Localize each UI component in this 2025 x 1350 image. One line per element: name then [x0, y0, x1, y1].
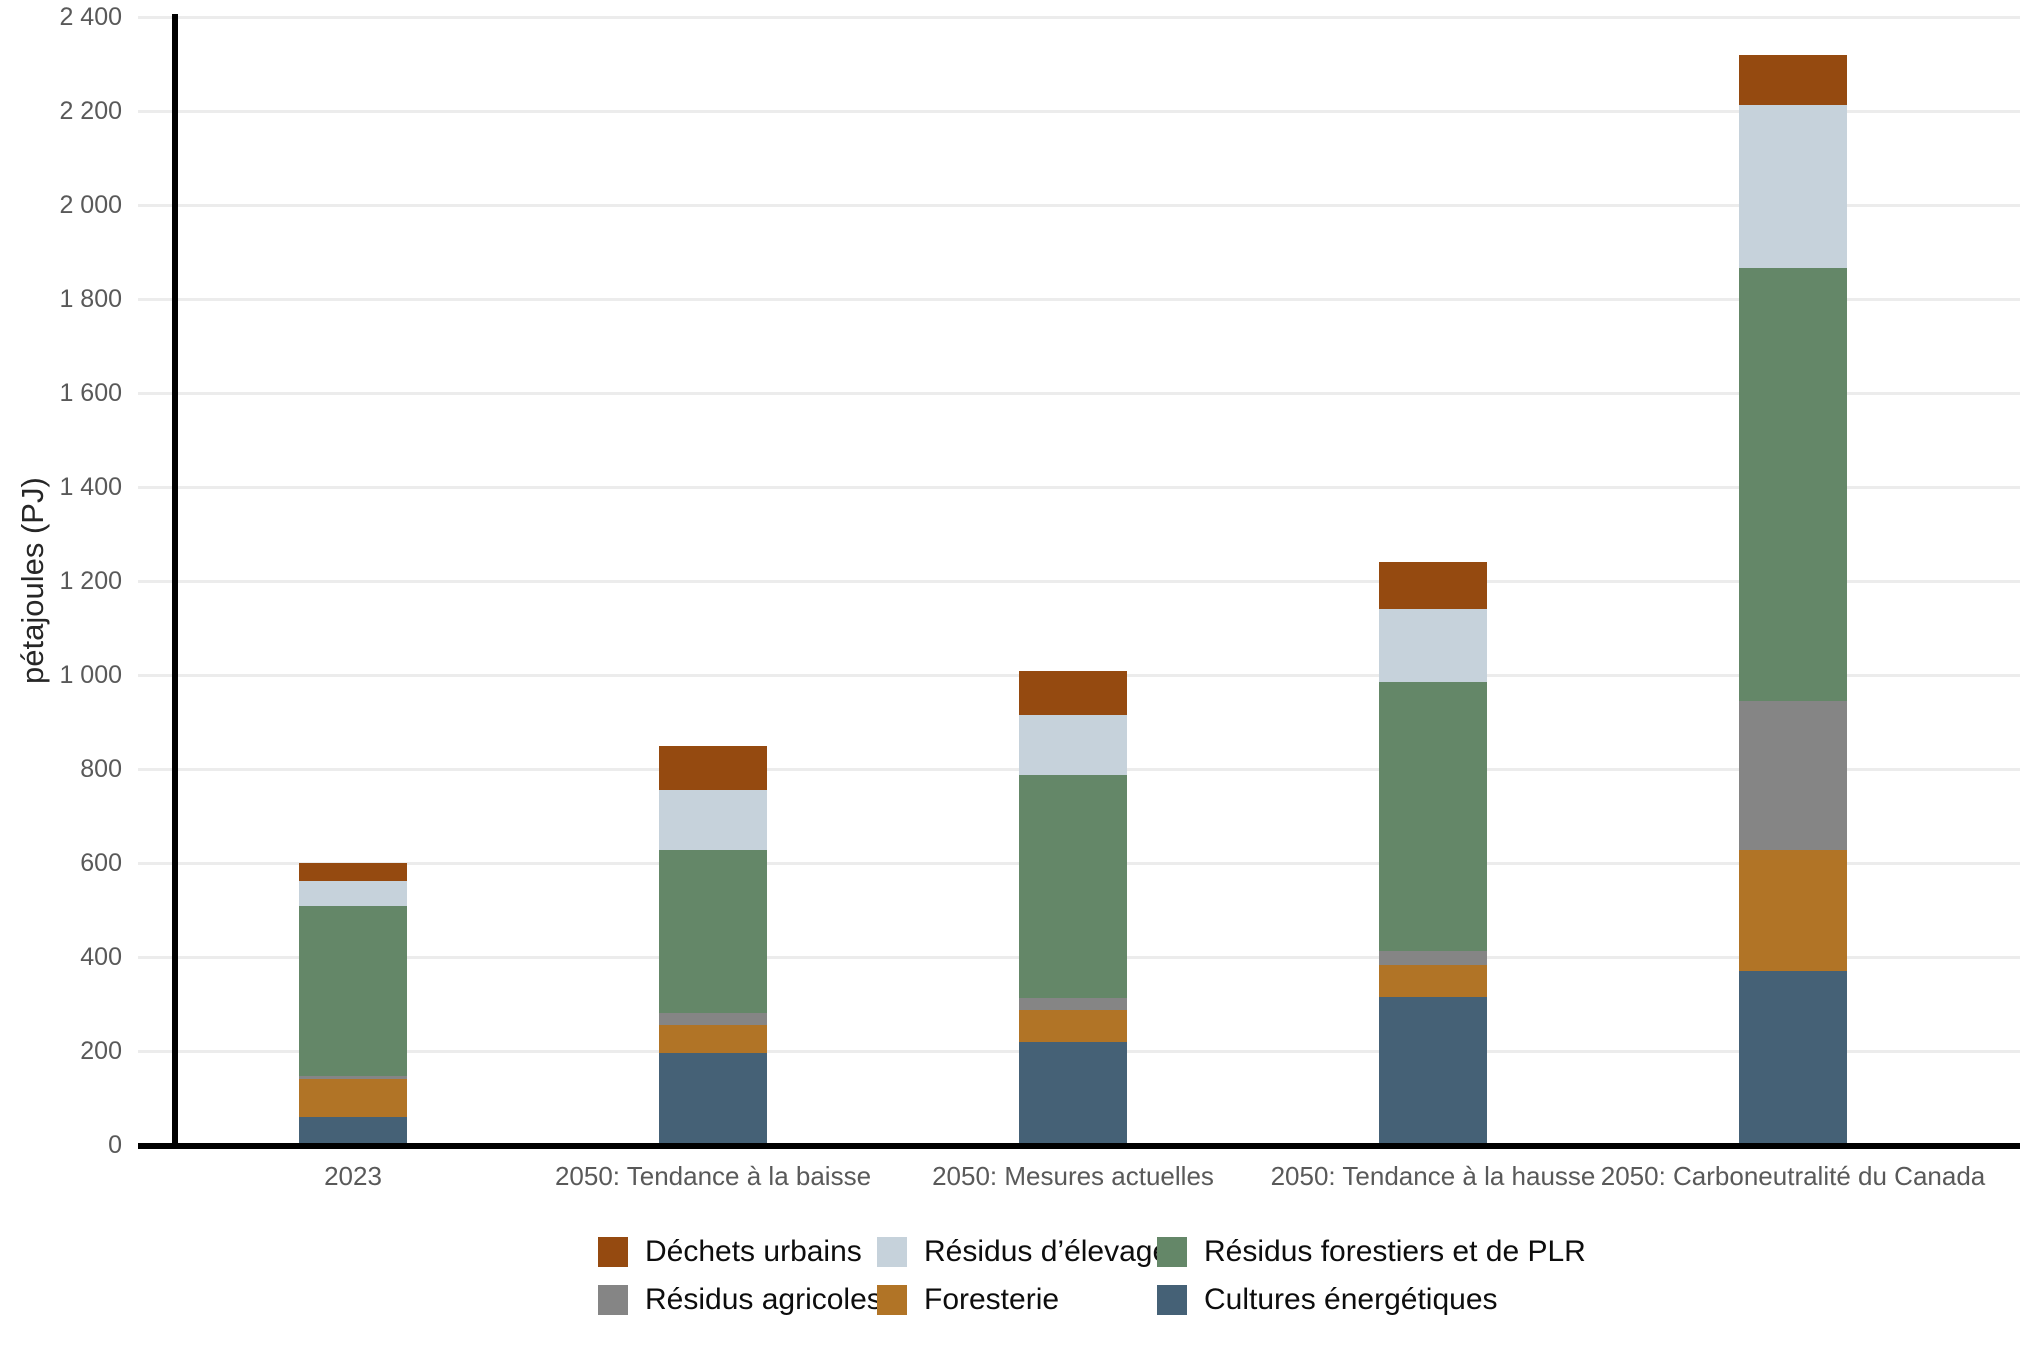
y-tick-label: 2 400: [59, 3, 122, 31]
bar-segment[interactable]: [299, 1075, 407, 1079]
bar-segment[interactable]: [1739, 970, 1847, 1145]
bar-2050: Carboneutralité du Canada: [1739, 17, 1847, 1145]
bar-segment[interactable]: [299, 905, 407, 1076]
y-tick-label: 600: [80, 849, 122, 877]
bar-segment[interactable]: [659, 849, 767, 1014]
bar-segment[interactable]: [1739, 105, 1847, 269]
legend-swatch: [1157, 1285, 1187, 1315]
y-gridline: [138, 580, 2020, 583]
x-tick-label: 2050: Tendance à la baisse: [554, 1161, 872, 1191]
y-tick-label: 0: [108, 1131, 122, 1159]
bar-segment[interactable]: [299, 863, 407, 881]
bar-segment[interactable]: [1019, 998, 1127, 1011]
x-tick-label: 2050: Tendance à la hausse: [1270, 1161, 1596, 1191]
bar-segment[interactable]: [1019, 1010, 1127, 1042]
legend-item[interactable]: Déchets urbains: [598, 1235, 862, 1269]
bar-segment[interactable]: [1739, 54, 1847, 106]
legend-label: Résidus agricoles: [645, 1283, 882, 1316]
bar-segment[interactable]: [1379, 965, 1487, 997]
bar-segment[interactable]: [659, 1025, 767, 1054]
bar-segment[interactable]: [1379, 681, 1487, 952]
bar-segment[interactable]: [1379, 951, 1487, 965]
legend-swatch: [1157, 1237, 1187, 1267]
y-gridline: [138, 392, 2020, 395]
y-gridline: [138, 110, 2020, 113]
bar-segment[interactable]: [299, 880, 407, 906]
legend-item[interactable]: Résidus d’élevage: [877, 1235, 1169, 1269]
bar-2050: Tendance à la baisse: [659, 17, 767, 1145]
bar-segment[interactable]: [1379, 996, 1487, 1145]
y-gridline: [138, 298, 2020, 301]
y-tick-label: 1 400: [59, 473, 122, 501]
x-tick-label: 2023: [324, 1161, 382, 1191]
bar-2050: Tendance à la hausse: [1379, 17, 1487, 1145]
bar-2023: [299, 17, 407, 1145]
legend-label: Résidus d’élevage: [924, 1235, 1170, 1268]
y-tick-label: 2 200: [59, 97, 122, 125]
x-axis-line: [138, 1143, 2020, 1149]
legend-swatch: [877, 1285, 907, 1315]
y-tick-label: 400: [80, 943, 122, 971]
y-tick-label: 800: [80, 755, 122, 783]
y-tick-label: 1 200: [59, 567, 122, 595]
bar-segment[interactable]: [1019, 670, 1127, 715]
legend-label: Résidus forestiers et de PLR: [1204, 1235, 1586, 1268]
bar-segment[interactable]: [1739, 849, 1847, 971]
legend-item[interactable]: Foresterie: [877, 1283, 1059, 1317]
legend-swatch: [598, 1237, 628, 1267]
y-axis-line: [172, 14, 178, 1146]
bar-segment[interactable]: [299, 1078, 407, 1117]
legend-item[interactable]: Résidus agricoles: [598, 1283, 882, 1317]
y-tick-label: 1 000: [59, 661, 122, 689]
bar-segment[interactable]: [1739, 268, 1847, 701]
bar-segment[interactable]: [659, 745, 767, 791]
y-gridline: [138, 16, 2020, 19]
plot-area: [138, 16, 2020, 1145]
y-gridline: [138, 486, 2020, 489]
legend-item[interactable]: Cultures énergétiques: [1157, 1283, 1498, 1317]
bar-segment[interactable]: [1019, 1041, 1127, 1145]
x-tick-label: 2050: Mesures actuelles: [932, 1161, 1214, 1191]
bar-2050: Mesures actuelles: [1019, 17, 1127, 1145]
y-tick-label: 2 000: [59, 191, 122, 219]
legend-swatch: [877, 1237, 907, 1267]
y-tick-label: 200: [80, 1037, 122, 1065]
legend-label: Cultures énergétiques: [1204, 1283, 1498, 1316]
y-tick-label: 1 800: [59, 285, 122, 313]
legend-item[interactable]: Résidus forestiers et de PLR: [1157, 1235, 1586, 1269]
bar-segment[interactable]: [1019, 714, 1127, 776]
bar-segment[interactable]: [1739, 700, 1847, 850]
bar-segment[interactable]: [659, 1013, 767, 1026]
y-tick-label: 1 600: [59, 379, 122, 407]
bar-segment[interactable]: [1379, 562, 1487, 610]
bar-segment[interactable]: [1019, 775, 1127, 999]
bar-segment[interactable]: [659, 790, 767, 850]
y-gridline: [138, 204, 2020, 207]
legend-swatch: [598, 1285, 628, 1315]
bar-segment[interactable]: [659, 1053, 767, 1145]
legend-label: Déchets urbains: [645, 1235, 862, 1268]
bar-segment[interactable]: [1379, 609, 1487, 682]
bar-segment[interactable]: [299, 1116, 407, 1145]
x-tick-label: 2050: Carboneutralité du Canada: [1600, 1161, 1986, 1191]
legend-label: Foresterie: [924, 1283, 1060, 1316]
